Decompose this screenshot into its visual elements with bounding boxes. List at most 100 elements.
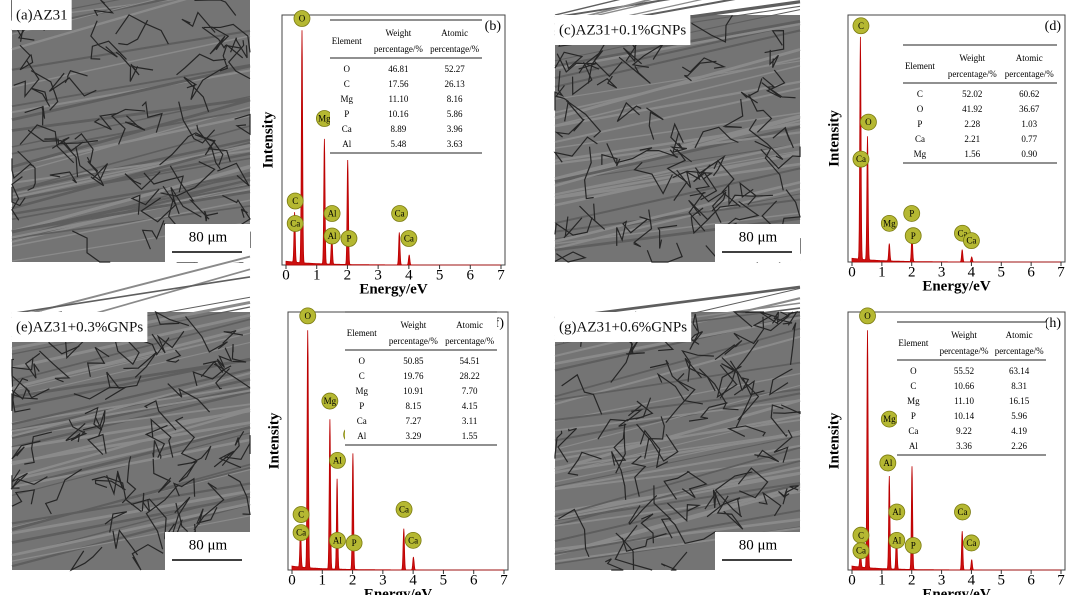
peak-label: Al	[328, 209, 337, 219]
table-cell: 1.03	[1021, 119, 1037, 129]
panel-label: (d)	[1045, 19, 1062, 34]
x-tick-label: 6	[467, 267, 475, 283]
panel-label: (a)AZ31	[16, 7, 68, 23]
table-cell: 10.91	[403, 386, 423, 396]
table-header: Weight	[401, 320, 427, 330]
table-cell: 11.10	[388, 94, 408, 104]
table-cell: 5.48	[391, 139, 407, 149]
x-tick-label: 0	[288, 572, 296, 588]
table-cell: 1.55	[462, 431, 478, 441]
table-cell: O	[358, 356, 365, 366]
table-cell: 50.85	[403, 356, 424, 366]
table-header: Atomic	[1006, 330, 1033, 340]
table-cell: C	[917, 89, 923, 99]
panel-label: (h)	[1045, 316, 1062, 331]
peak-label: Al	[333, 535, 342, 545]
panel-label: (c)AZ31+0.1%GNPs	[559, 22, 686, 38]
table-cell: Mg	[907, 396, 920, 406]
x-tick-label: 6	[1027, 264, 1035, 280]
table-cell: P	[911, 411, 916, 421]
table-cell: 55.52	[954, 366, 974, 376]
table-header: Weight	[959, 53, 985, 63]
table-cell: 2.26	[1011, 441, 1027, 451]
x-tick-label: 5	[436, 267, 444, 283]
table-cell: 26.13	[445, 79, 466, 89]
peak-label: O	[865, 117, 872, 127]
table-cell: 3.96	[447, 124, 463, 134]
table-cell: Mg	[340, 94, 353, 104]
y-axis-label: Intensity	[826, 412, 842, 469]
table-cell: 10.66	[954, 381, 975, 391]
table-cell: 46.81	[388, 64, 408, 74]
peak-label: Al	[883, 458, 892, 468]
x-tick-label: 0	[282, 267, 290, 283]
table-cell: 5.86	[447, 109, 463, 119]
x-tick-label: 2	[908, 264, 916, 280]
table-cell: Al	[357, 431, 366, 441]
table-header: Element	[898, 338, 928, 348]
x-tick-label: 7	[1057, 264, 1065, 280]
peak-label: Ca	[399, 504, 409, 514]
table-cell: 10.16	[388, 109, 409, 119]
x-tick-label: 2	[349, 572, 357, 588]
scale-bar-label: 80 μm	[189, 537, 228, 553]
table-header: Atomic	[1016, 53, 1043, 63]
x-tick-label: 1	[878, 572, 886, 588]
table-cell: 41.92	[962, 104, 982, 114]
peak-label: Ca	[856, 546, 866, 556]
peak-label: Ca	[966, 236, 976, 246]
x-tick-label: 2	[344, 267, 352, 283]
x-tick-label: 7	[500, 572, 508, 588]
x-axis-label: Energy/eV	[922, 278, 990, 294]
table-cell: 3.29	[406, 431, 422, 441]
peak-label: Ca	[957, 507, 967, 517]
panel-label: (e)AZ31+0.3%GNPs	[16, 319, 143, 335]
table-header: Weight	[386, 28, 412, 38]
peak-label: P	[909, 209, 914, 219]
table-cell: O	[917, 104, 924, 114]
x-tick-label: 0	[848, 264, 856, 280]
sem-image	[12, 257, 250, 570]
table-cell: Ca	[908, 426, 918, 436]
table-header: percentage/%	[948, 69, 997, 79]
peak-label: Al	[892, 535, 901, 545]
peak-label: C	[858, 21, 864, 31]
table-header: Element	[347, 328, 377, 338]
peak-label: Ca	[395, 209, 405, 219]
table-cell: P	[917, 119, 922, 129]
table-cell: 10.14	[954, 411, 975, 421]
table-header: percentage/%	[1005, 69, 1054, 79]
table-cell: 52.27	[445, 64, 466, 74]
table-cell: C	[910, 381, 916, 391]
x-axis-label: Energy/eV	[364, 586, 432, 595]
sem-image	[12, 0, 250, 262]
table-cell: 8.16	[447, 94, 463, 104]
x-tick-label: 5	[440, 572, 448, 588]
peak-label: Mg	[883, 414, 896, 424]
table-cell: 2.28	[964, 119, 980, 129]
peak-label: Ca	[404, 234, 414, 244]
table-cell: Mg	[914, 149, 927, 159]
peak-label: Ca	[856, 154, 866, 164]
x-tick-label: 2	[908, 572, 916, 588]
peak-label: O	[864, 311, 871, 321]
table-cell: 19.76	[403, 371, 424, 381]
peak-label: Mg	[318, 114, 331, 124]
table-header: percentage/%	[445, 336, 494, 346]
scale-bar-label: 80 μm	[739, 537, 778, 553]
peak-label: C	[298, 510, 304, 520]
peak-label: Al	[333, 455, 342, 465]
x-tick-label: 0	[848, 572, 856, 588]
peak-label: P	[346, 234, 351, 244]
table-cell: 16.15	[1009, 396, 1030, 406]
x-tick-label: 7	[497, 267, 505, 283]
scale-bar-label: 80 μm	[739, 229, 778, 245]
table-cell: 9.22	[956, 426, 972, 436]
table-cell: 8.89	[391, 124, 407, 134]
table-cell: 5.96	[1011, 411, 1027, 421]
table-cell: 63.14	[1009, 366, 1030, 376]
table-cell: 8.15	[406, 401, 422, 411]
table-header: percentage/%	[940, 346, 989, 356]
peak-label: C	[858, 530, 864, 540]
table-cell: 0.90	[1021, 149, 1037, 159]
